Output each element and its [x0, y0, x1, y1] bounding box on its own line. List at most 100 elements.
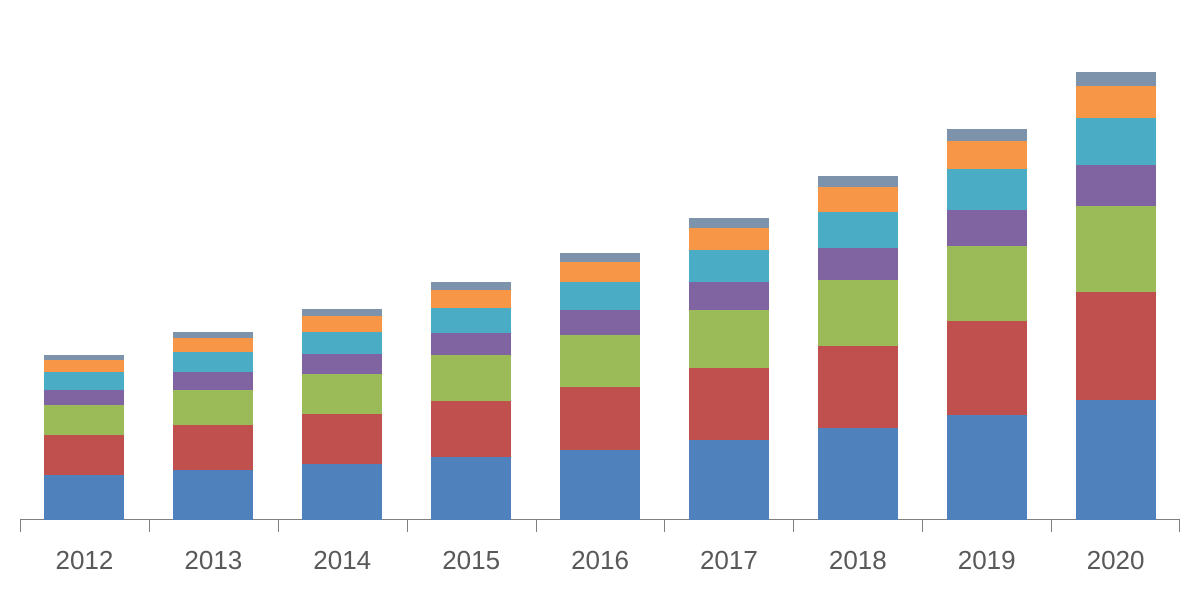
x-tick — [536, 520, 537, 532]
bar-segment-series-6 — [302, 316, 382, 332]
x-tick — [20, 520, 21, 532]
bar-segment-series-3 — [173, 390, 253, 425]
bar-slot — [536, 20, 665, 520]
x-axis-label: 2013 — [149, 545, 278, 576]
x-tick — [1051, 520, 1052, 532]
stacked-bar-chart: 201220132014201520162017201820192020 — [0, 0, 1200, 600]
bar-segment-series-7 — [560, 253, 640, 262]
bar — [1076, 72, 1156, 520]
bar-segment-series-2 — [173, 425, 253, 470]
bar-segment-series-4 — [1076, 165, 1156, 206]
bar-segment-series-1 — [431, 457, 511, 520]
bar-slot — [664, 20, 793, 520]
bar-segment-series-6 — [947, 141, 1027, 169]
bar-segment-series-3 — [689, 310, 769, 368]
x-axis-label: 2015 — [407, 545, 536, 576]
bars-container — [20, 20, 1180, 520]
bar — [947, 129, 1027, 520]
bar-segment-series-7 — [1076, 72, 1156, 86]
bar-segment-series-3 — [431, 355, 511, 401]
x-tick — [922, 520, 923, 532]
bar-segment-series-2 — [560, 387, 640, 450]
bar-segment-series-7 — [302, 309, 382, 316]
bar-segment-series-4 — [560, 310, 640, 335]
bar — [560, 253, 640, 520]
bar-slot — [1051, 20, 1180, 520]
bar-segment-series-6 — [431, 290, 511, 308]
x-tick — [149, 520, 150, 532]
bar — [689, 218, 769, 520]
bar — [818, 176, 898, 520]
bar-segment-series-6 — [44, 360, 124, 372]
x-axis-label: 2019 — [922, 545, 1051, 576]
x-axis-label: 2020 — [1051, 545, 1180, 576]
bar-segment-series-5 — [560, 282, 640, 310]
bar-segment-series-2 — [689, 368, 769, 440]
bar-segment-series-1 — [1076, 400, 1156, 520]
bar-segment-series-1 — [947, 415, 1027, 520]
x-tick — [793, 520, 794, 532]
x-axis-label: 2017 — [664, 545, 793, 576]
x-tick — [278, 520, 279, 532]
bar-segment-series-4 — [818, 248, 898, 280]
bar-segment-series-3 — [947, 246, 1027, 321]
bar-segment-series-4 — [947, 210, 1027, 246]
x-tick — [407, 520, 408, 532]
bar-segment-series-1 — [689, 440, 769, 520]
bar-segment-series-7 — [689, 218, 769, 228]
bar-segment-series-6 — [560, 262, 640, 282]
bar-segment-series-7 — [431, 282, 511, 290]
bar-segment-series-5 — [689, 250, 769, 282]
bar-slot — [407, 20, 536, 520]
bar-segment-series-7 — [818, 176, 898, 187]
bar-segment-series-5 — [818, 212, 898, 248]
bar-segment-series-5 — [947, 169, 1027, 210]
bar-segment-series-3 — [44, 405, 124, 435]
bar-segment-series-2 — [1076, 292, 1156, 400]
x-axis-label: 2016 — [536, 545, 665, 576]
bar-segment-series-1 — [173, 470, 253, 520]
bar-segment-series-5 — [1076, 118, 1156, 165]
x-axis-label: 2012 — [20, 545, 149, 576]
bar-segment-series-2 — [431, 401, 511, 457]
bar-segment-series-1 — [44, 475, 124, 520]
bar-segment-series-2 — [302, 414, 382, 464]
bar-segment-series-3 — [302, 374, 382, 414]
bar-slot — [793, 20, 922, 520]
bar-segment-series-2 — [44, 435, 124, 475]
x-axis-labels: 201220132014201520162017201820192020 — [20, 545, 1180, 576]
bar-segment-series-6 — [1076, 86, 1156, 118]
bar-segment-series-2 — [947, 321, 1027, 415]
bar-slot — [278, 20, 407, 520]
bar-segment-series-2 — [818, 346, 898, 428]
plot-area — [20, 20, 1180, 520]
bar-segment-series-7 — [947, 129, 1027, 141]
bar-segment-series-3 — [560, 335, 640, 387]
bar-segment-series-3 — [1076, 206, 1156, 292]
bar-segment-series-4 — [431, 333, 511, 355]
bar-segment-series-6 — [818, 187, 898, 212]
x-axis-label: 2014 — [278, 545, 407, 576]
bar — [431, 282, 511, 520]
bar-segment-series-4 — [44, 390, 124, 405]
bar — [302, 309, 382, 520]
bar-segment-series-1 — [560, 450, 640, 520]
bar-slot — [149, 20, 278, 520]
bar-segment-series-4 — [689, 282, 769, 310]
bar-segment-series-3 — [818, 280, 898, 346]
bar — [44, 355, 124, 520]
bar-segment-series-1 — [302, 464, 382, 520]
bar-segment-series-4 — [302, 354, 382, 374]
bar-segment-series-5 — [302, 332, 382, 354]
bar-slot — [922, 20, 1051, 520]
bar-segment-series-1 — [818, 428, 898, 520]
bar-slot — [20, 20, 149, 520]
bar-segment-series-6 — [689, 228, 769, 250]
bar-segment-series-4 — [173, 372, 253, 390]
x-tick — [1179, 520, 1180, 532]
bar — [173, 332, 253, 520]
x-tick — [664, 520, 665, 532]
bar-segment-series-5 — [431, 308, 511, 333]
bar-segment-series-6 — [173, 338, 253, 352]
x-axis-label: 2018 — [793, 545, 922, 576]
